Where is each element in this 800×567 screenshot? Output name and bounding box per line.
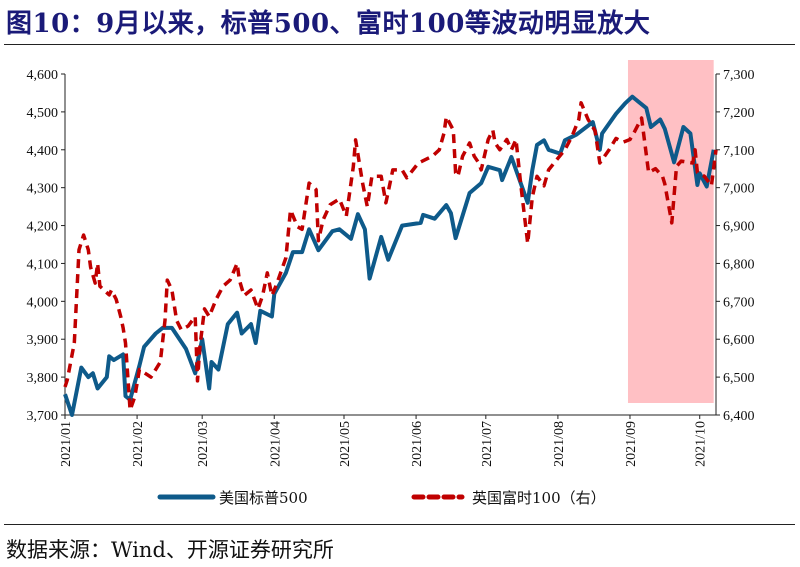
left-y-tick-label: 4,200	[27, 220, 59, 235]
right-y-tick-label: 6,400	[723, 409, 755, 424]
x-tick-label: 2021/09	[624, 421, 639, 467]
highlight-band-layer	[627, 60, 714, 403]
x-tick-label: 2021/06	[410, 421, 425, 467]
highlight-band-september	[627, 60, 714, 403]
title-divider	[4, 44, 795, 45]
x-tick-label: 2021/01	[59, 421, 74, 467]
right-y-tick-label: 6,900	[723, 220, 755, 235]
left-y-tick-label: 3,700	[27, 409, 59, 424]
right-y-tick-label: 6,800	[723, 257, 755, 272]
series-line-sp500	[63, 94, 716, 417]
series-layer	[63, 94, 718, 417]
right-y-tick-label: 6,700	[723, 295, 755, 310]
right-y-tick-label: 7,300	[723, 68, 755, 83]
data-source-note: 数据来源：Wind、开源证券研究所	[6, 538, 334, 562]
axes-layer: 3,700 3,800 3,900 4,000 4,100 4,200 4,300 4,400…	[27, 68, 755, 467]
left-y-tick-label: 4,400	[27, 144, 59, 159]
x-tick-label: 2021/10	[694, 421, 709, 467]
series-line-ftse100	[63, 101, 718, 412]
right-y-tick-label: 6,500	[723, 371, 755, 386]
right-y-tick-label: 7,200	[723, 106, 755, 121]
legend: 美国标普500 英国富时100（右）	[157, 489, 606, 507]
legend-label-ftse100: 英国富时100（右）	[472, 489, 606, 507]
x-tick-label: 2021/07	[480, 421, 495, 467]
figure-title: 图10：9月以来，标普500、富时100等波动明显放大	[6, 9, 651, 39]
right-y-tick-label: 7,000	[723, 182, 755, 197]
x-tick-label: 2021/03	[196, 421, 211, 467]
left-y-tick-label: 3,800	[27, 371, 59, 386]
left-y-tick-label: 4,300	[27, 182, 59, 197]
right-y-tick-label: 6,600	[723, 333, 755, 348]
legend-label-sp500: 美国标普500	[219, 489, 308, 507]
left-y-tick-label: 4,100	[27, 257, 59, 272]
right-y-tick-label: 7,100	[723, 144, 755, 159]
left-y-tick-label: 3,900	[27, 333, 59, 348]
left-y-tick-label: 4,000	[27, 295, 59, 310]
x-tick-label: 2021/08	[552, 421, 567, 467]
x-tick-label: 2021/05	[338, 421, 353, 467]
x-tick-label: 2021/02	[131, 421, 146, 467]
left-y-tick-label: 4,600	[27, 68, 59, 83]
x-tick-label: 2021/04	[268, 421, 283, 467]
source-divider	[4, 524, 795, 525]
left-y-tick-label: 4,500	[27, 106, 59, 121]
